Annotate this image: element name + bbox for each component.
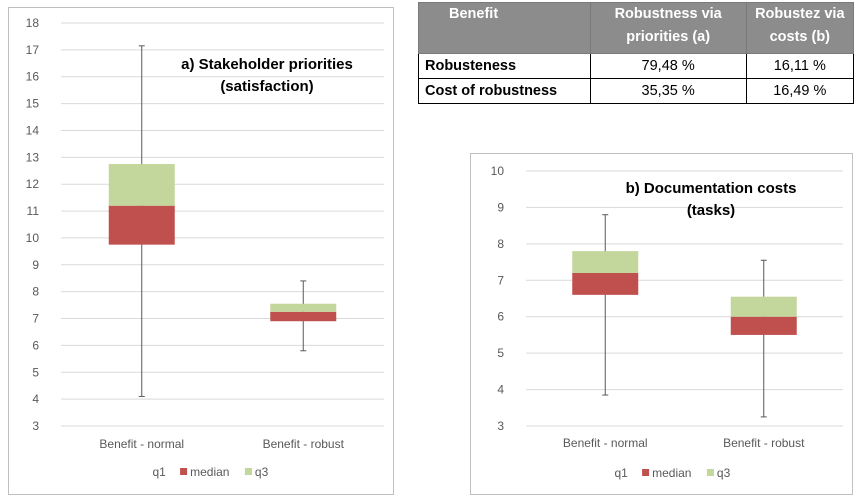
table-header-row: Benefit Robustness via priorities (a) Ro… (418, 2, 855, 54)
table-row: Cost of robustness 35,35 % 16,49 % (418, 78, 855, 104)
row-label: Cost of robustness (418, 78, 591, 104)
y-tick-label: 6 (32, 338, 39, 352)
y-tick-label: 12 (26, 177, 40, 191)
y-tick-label: 10 (491, 164, 505, 178)
legend-swatch (642, 469, 650, 476)
chart-stakeholder-priorities: 3 4 5 6 7 8 9 10 11 12 13 14 15 16 17 18 Benefit - norma… (8, 7, 394, 495)
box-q3-segment (270, 303, 337, 312)
x-category-label: Benefit - robust (723, 436, 805, 450)
cell-costs: 16,49 % (745, 78, 855, 104)
box-median-segment (730, 316, 797, 335)
y-tick-label: 8 (32, 285, 39, 299)
y-tick-label: 8 (497, 237, 504, 251)
box-q3-segment (730, 296, 797, 317)
y-tick-label: 5 (497, 346, 504, 360)
box-median-segment (270, 311, 337, 322)
y-tick-label: 15 (26, 97, 40, 111)
chart-title: (satisfaction) (220, 78, 313, 95)
y-tick-label: 9 (497, 200, 504, 214)
y-tick-label: 6 (497, 310, 504, 324)
y-tick-label: 7 (497, 273, 504, 287)
cell-priorities: 79,48 % (589, 53, 747, 79)
y-tick-label: 4 (32, 392, 39, 406)
chart-a-svg: 3 4 5 6 7 8 9 10 11 12 13 14 15 16 17 18 Benefit - norma… (26, 16, 384, 479)
y-tick-label: 17 (26, 43, 40, 57)
y-tick-label: 13 (26, 150, 40, 164)
chart-title: a) Stakeholder priorities (181, 56, 353, 73)
benefit-table: Benefit Robustness via priorities (a) Ro… (418, 2, 855, 104)
cell-priorities: 35,35 % (589, 78, 747, 104)
y-tick-label: 18 (26, 16, 40, 30)
y-tick-label: 7 (32, 312, 39, 326)
y-tick-label: 5 (32, 365, 39, 379)
y-tick-label: 3 (32, 419, 39, 433)
legend-label: median (652, 466, 691, 480)
y-tick-label: 10 (26, 231, 40, 245)
legend-label: median (190, 465, 229, 479)
legend-swatch (244, 468, 252, 475)
box-median-segment (108, 205, 175, 245)
y-tick-label: 14 (26, 123, 40, 137)
box-q3-segment (572, 251, 639, 273)
legend-label: q3 (255, 465, 269, 479)
row-label: Robusteness (418, 53, 591, 79)
x-category-label: Benefit - robust (263, 437, 345, 451)
chart-title: (tasks) (687, 202, 735, 219)
x-category-label: Benefit - normal (563, 436, 648, 450)
legend-label: q3 (717, 466, 731, 480)
header-robustez-costs: Robustez via costs (b) (745, 2, 855, 54)
y-tick-label: 16 (26, 70, 40, 84)
y-tick-label: 4 (497, 383, 504, 397)
x-category-label: Benefit - normal (99, 437, 184, 451)
legend-swatch (180, 468, 188, 475)
chart-b-svg: 3 4 5 6 7 8 9 10 Benefit - normal Benefit - robus… (491, 164, 843, 480)
cell-costs: 16,11 % (745, 53, 855, 79)
legend-label: q1 (615, 466, 629, 480)
y-tick-label: 11 (27, 204, 40, 218)
box-median-segment (572, 273, 639, 295)
chart-documentation-costs: 3 4 5 6 7 8 9 10 Benefit - normal Benefit - robus… (470, 153, 853, 495)
box-q3-segment (108, 164, 175, 206)
legend-label: q1 (153, 465, 167, 479)
y-tick-label: 9 (32, 258, 39, 272)
y-tick-label: 3 (497, 419, 504, 433)
legend-swatch (706, 469, 714, 476)
header-robustness-priorities: Robustness via priorities (a) (589, 2, 747, 54)
header-benefit: Benefit (418, 2, 591, 54)
chart-title: b) Documentation costs (626, 180, 797, 197)
table-row: Robusteness 79,48 % 16,11 % (418, 53, 855, 79)
